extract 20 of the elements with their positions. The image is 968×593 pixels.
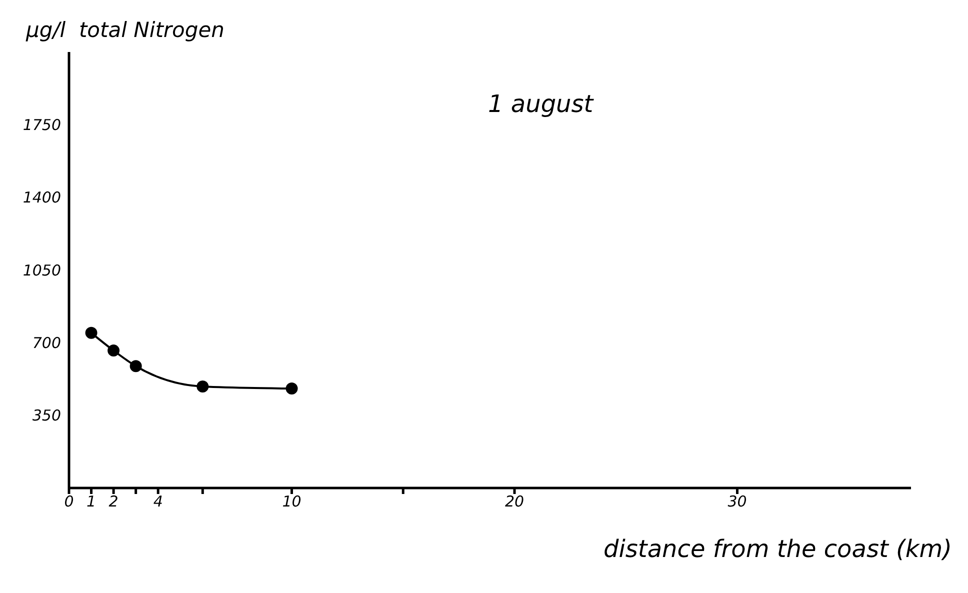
x-tick-label: 20 (504, 492, 524, 511)
text: 1 august (488, 90, 594, 118)
point (85, 326, 98, 339)
point (108, 344, 120, 357)
y-axis-title: µg/l total Nitrogen (26, 18, 224, 42)
point (130, 360, 142, 372)
x-tick-label: 1 (86, 492, 96, 511)
x-tick-label: 2 (108, 492, 118, 511)
x-tick-label: 4 (153, 492, 163, 511)
y-tick-label: 1750 (22, 116, 61, 134)
y-tick-label: 350 (32, 406, 61, 425)
x-tick-label: 10 (282, 492, 302, 511)
point (286, 382, 298, 395)
x-tick-label: 0 (64, 492, 74, 511)
y-tick-label: 1050 (22, 261, 61, 280)
y-tick-label: 700 (32, 334, 61, 352)
x-tick-label: 30 (728, 492, 747, 511)
y-tick-label: 1400 (22, 188, 61, 207)
point (196, 380, 209, 392)
x-axis-title: distance from the coast (km) (604, 535, 952, 563)
